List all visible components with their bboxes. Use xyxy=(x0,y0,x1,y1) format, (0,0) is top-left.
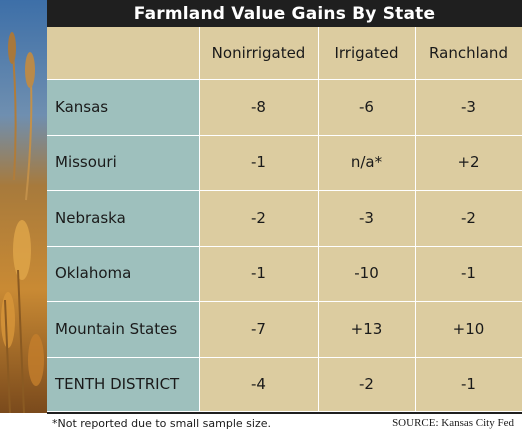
wheat-photo xyxy=(0,0,47,413)
table-cell: -8 xyxy=(199,79,318,135)
column-header: Nonirrigated xyxy=(199,27,318,79)
row-divider xyxy=(47,411,522,412)
title-bar: Farmland Value Gains By State xyxy=(47,0,522,27)
table-cell: -2 xyxy=(199,190,318,246)
row-label: Nebraska xyxy=(47,190,199,246)
table-cell: n/a* xyxy=(318,134,415,190)
row-label: Oklahoma xyxy=(47,245,199,301)
table-cell: -6 xyxy=(318,79,415,135)
table-cell: +13 xyxy=(318,301,415,357)
table-cell: -3 xyxy=(415,79,522,135)
data-table: Nonirrigated Irrigated Ranchland Kansas -8 -6… xyxy=(47,27,522,412)
row-label: Mountain States xyxy=(47,301,199,357)
row-divider xyxy=(47,190,522,191)
source-note: SOURCE: Kansas City Fed xyxy=(392,417,514,429)
column-divider xyxy=(199,27,200,412)
table-cell: -10 xyxy=(318,245,415,301)
table-cell: -1 xyxy=(415,356,522,412)
row-label: Missouri xyxy=(47,134,199,190)
table-cell: -2 xyxy=(415,190,522,246)
column-header: Irrigated xyxy=(318,27,415,79)
table-cell: -4 xyxy=(199,356,318,412)
bottom-rule xyxy=(47,412,522,414)
table-cell: +10 xyxy=(415,301,522,357)
table-cell: -3 xyxy=(318,190,415,246)
table-cell: -1 xyxy=(415,245,522,301)
row-divider xyxy=(47,79,522,80)
footnote: *Not reported due to small sample size. xyxy=(52,417,271,430)
table-cell: -1 xyxy=(199,245,318,301)
column-divider xyxy=(318,27,319,412)
row-divider xyxy=(47,301,522,302)
row-divider xyxy=(47,135,522,136)
row-label: TENTH DISTRICT xyxy=(47,356,199,412)
row-divider xyxy=(47,246,522,247)
column-divider xyxy=(415,27,416,412)
row-label: Kansas xyxy=(47,79,199,135)
table-cell: -7 xyxy=(199,301,318,357)
column-header: Ranchland xyxy=(415,27,522,79)
table-cell: -2 xyxy=(318,356,415,412)
chart-title: Farmland Value Gains By State xyxy=(133,3,436,24)
table-cell: +2 xyxy=(415,134,522,190)
header-corner xyxy=(47,27,199,79)
row-divider xyxy=(47,357,522,358)
table-cell: -1 xyxy=(199,134,318,190)
